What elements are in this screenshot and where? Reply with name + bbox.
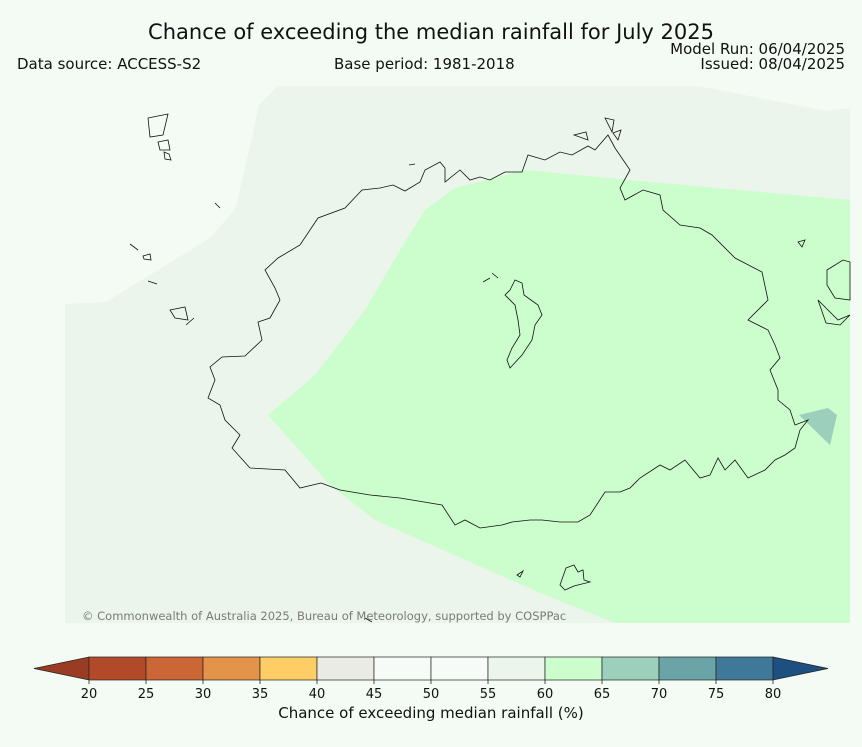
colorbar-tick-label: 20 <box>81 687 98 700</box>
model-run-label: Model Run: 06/04/2025 <box>670 40 845 58</box>
colorbar-tick-label: 40 <box>309 687 326 700</box>
colorbar-tick-label: 60 <box>537 687 554 700</box>
issued-label: Issued: 08/04/2025 <box>700 55 845 73</box>
colorbar-swatch <box>715 656 774 681</box>
colorbar-tick-label: 55 <box>480 687 497 700</box>
colorbar-ticks: 20 25 30 35 40 45 50 55 60 65 70 75 80 <box>81 680 782 700</box>
colorbar-label: Chance of exceeding median rainfall (%) <box>278 704 584 722</box>
colorbar: 20 25 30 35 40 45 50 55 60 65 70 75 80 <box>33 656 829 700</box>
copyright-note: © Commonwealth of Australia 2025, Bureau… <box>82 609 567 623</box>
colorbar-under-arrow <box>33 656 90 681</box>
colorbar-swatch <box>316 656 375 681</box>
colorbar-swatch <box>601 656 660 681</box>
colorbar-swatch <box>544 656 603 681</box>
colorbar-tick-label: 65 <box>594 687 611 700</box>
colorbar-tick-label: 75 <box>708 687 725 700</box>
colorbar-swatch <box>202 656 261 681</box>
colorbar-swatch <box>430 656 489 681</box>
data-source-label: Data source: ACCESS-S2 <box>17 55 202 73</box>
colorbar-tick-label: 80 <box>765 687 782 700</box>
colorbar-over-arrow <box>772 656 829 681</box>
coastline-outline <box>129 113 851 623</box>
colorbar-swatch <box>373 656 432 681</box>
base-period-label: Base period: 1981-2018 <box>334 55 515 73</box>
region-60-65-percent <box>268 170 850 623</box>
colorbar-tick-label: 50 <box>423 687 440 700</box>
colorbar-tick-label: 30 <box>195 687 212 700</box>
colorbar-swatch <box>658 656 717 681</box>
colorbar-swatch <box>259 656 318 681</box>
colorbar-tick-label: 35 <box>252 687 269 700</box>
colorbar-tick-label: 25 <box>138 687 155 700</box>
colorbar-swatch <box>487 656 546 681</box>
colorbar-swatch <box>145 656 204 681</box>
forecast-map <box>129 113 851 623</box>
colorbar-swatch <box>88 656 147 681</box>
chart-title: Chance of exceeding the median rainfall … <box>148 20 714 44</box>
region-65-70-percent <box>799 408 837 445</box>
colorbar-swatches <box>33 656 829 681</box>
colorbar-tick-label: 70 <box>651 687 668 700</box>
colorbar-tick-label: 45 <box>366 687 383 700</box>
